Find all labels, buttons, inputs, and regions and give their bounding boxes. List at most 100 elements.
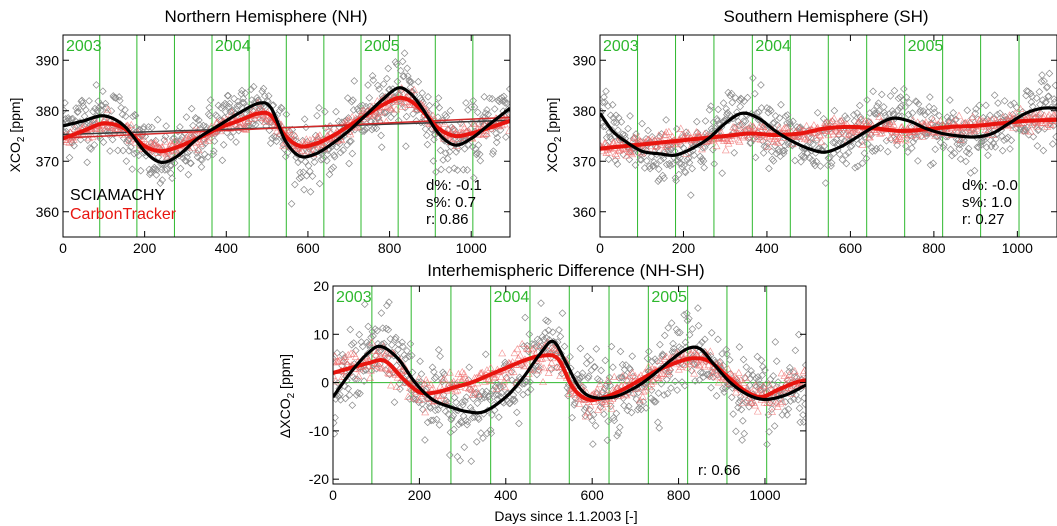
sciamachy-point-diff [625,402,633,411]
sciamachy-point-nh [121,112,130,121]
sciamachy-point-diff [465,363,473,372]
carbontracker-point-nh [477,120,486,128]
sciamachy-point-sh [864,117,873,126]
sciamachy-point-sh [846,142,855,151]
sciamachy-point-diff [663,389,672,398]
sciamachy-point-diff [800,394,806,402]
sciamachy-point-diff [643,354,652,363]
carbontracker-point-diff [423,378,431,386]
sciamachy-point-sh [731,94,740,102]
sciamachy-point-sh [816,162,825,170]
sciamachy-point-nh [167,161,176,170]
sciamachy-point-nh [412,117,421,125]
carbontracker-point-diff [738,398,747,406]
carbontracker-point-diff [385,369,393,377]
sciamachy-point-nh [133,148,141,157]
sciamachy-point-nh [437,165,445,174]
sciamachy-point-diff [522,377,531,386]
carbontracker-point-diff [631,371,640,380]
sciamachy-point-sh [1010,99,1018,108]
carbontracker-point-nh [192,130,200,138]
carbontracker-point-nh [170,137,179,145]
sciamachy-point-diff [440,370,449,379]
carbontracker-point-sh [617,145,626,153]
sciamachy-point-sh [843,114,851,123]
carbontracker-point-diff [583,408,592,416]
sciamachy-point-sh [855,101,864,110]
sciamachy-point-sh [600,98,609,106]
carbontracker-point-diff [520,362,528,370]
sciamachy-point-nh [343,94,352,102]
carbontracker-point-sh [875,112,884,120]
sciamachy-point-diff [736,393,745,401]
sciamachy-point-diff [786,397,795,405]
carbontracker-point-diff [445,368,454,376]
carbontracker-point-sh [956,135,965,143]
carbontracker-point-diff [415,395,424,404]
sciamachy-point-nh [116,96,124,105]
sciamachy-point-sh [949,109,958,117]
carbontracker-point-diff [420,380,429,388]
carbontracker-point-nh [196,140,205,148]
year-label-diff-2004: 2004 [494,289,530,306]
sciamachy-point-nh [93,106,102,115]
sciamachy-point-nh [262,122,270,130]
carbontracker-point-sh [684,128,693,136]
sciamachy-point-sh [771,112,780,120]
carbontracker-point-diff [751,401,759,409]
sciamachy-point-diff [671,377,679,386]
sciamachy-point-sh [880,108,889,117]
sciamachy-point-diff [483,429,491,438]
carbontracker-point-diff [628,368,637,376]
sciamachy-point-nh [372,124,381,133]
sciamachy-point-diff [772,398,780,407]
sciamachy-point-nh [460,145,469,153]
sciamachy-point-diff [738,436,746,444]
sciamachy-point-sh [741,117,750,126]
sciamachy-point-nh [347,137,355,145]
carbontracker-point-sh [753,134,761,142]
sciamachy-point-diff [375,347,384,356]
sciamachy-point-diff [481,390,489,399]
sciamachy-point-diff [578,369,587,377]
carbontracker-point-nh [479,130,488,138]
sciamachy-point-sh [642,157,651,165]
sciamachy-point-diff [423,418,432,427]
sciamachy-point-sh [1037,77,1046,86]
sciamachy-point-diff [357,338,366,346]
sciamachy-point-diff [781,398,790,406]
sciamachy-point-sh [668,160,677,168]
sciamachy-point-nh [130,149,138,158]
carbontracker-point-diff [603,376,612,384]
sciamachy-point-nh [353,105,362,113]
sciamachy-point-sh [902,142,910,150]
sciamachy-point-diff [663,375,671,384]
sciamachy-point-nh [463,166,472,174]
sciamachy-point-sh [770,118,779,127]
sciamachy-point-nh [323,156,331,165]
sciamachy-point-sh [960,136,968,145]
carbontracker-point-sh [885,120,894,128]
carbontracker-point-diff [695,361,704,369]
sciamachy-point-sh [908,144,916,152]
sciamachy-point-sh [653,143,662,152]
sciamachy-point-diff [727,393,736,402]
carbontracker-point-sh [803,135,812,143]
sciamachy-point-nh [201,139,210,148]
sciamachy-point-nh [234,97,242,106]
sciamachy-point-diff [486,426,495,434]
sciamachy-point-sh [926,93,934,101]
carbontracker-point-diff [471,384,480,392]
sciamachy-point-sh [812,157,821,166]
sciamachy-point-diff [723,350,731,358]
sciamachy-point-nh [435,103,444,112]
sciamachy-point-nh [85,97,93,105]
sciamachy-point-sh [693,117,701,126]
sciamachy-point-nh [425,101,434,110]
carbontracker-point-sh [782,123,791,131]
carbontracker-point-diff [785,370,794,378]
carbontracker-point-diff [344,350,353,358]
sciamachy-point-sh [781,141,789,150]
sciamachy-point-sh [736,102,745,111]
sciamachy-point-sh [982,101,990,110]
